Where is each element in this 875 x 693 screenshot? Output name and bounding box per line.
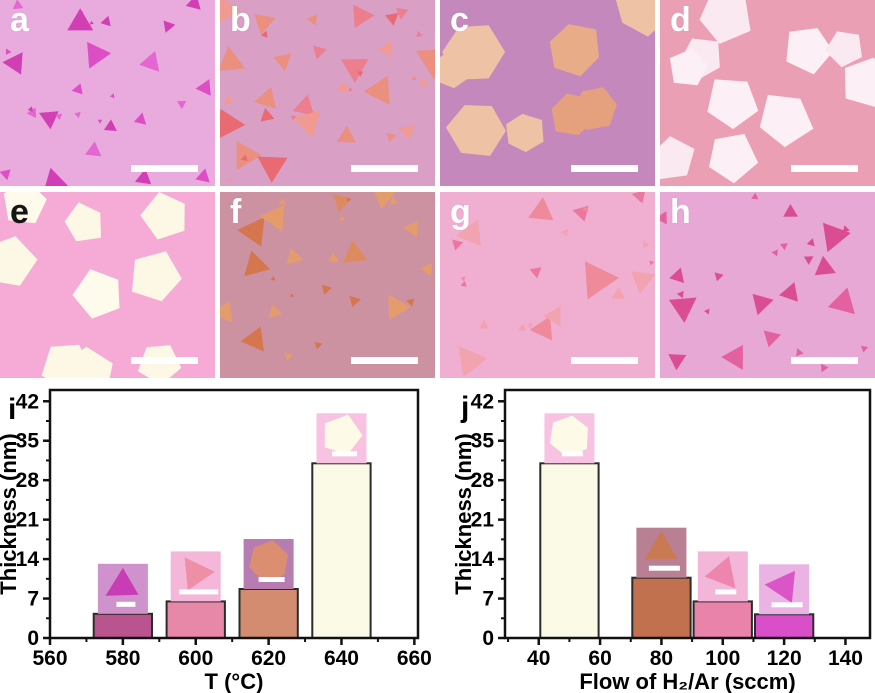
- bar-chart-thickness-vs-temperature: 560 580 600 620 640 660 0 7 14 21 28 35 42 T (°C) Thic…: [0, 388, 432, 693]
- svg-text:35: 35: [16, 430, 40, 453]
- micrograph-canvas-b: [220, 0, 435, 186]
- charts-row: 560 580 600 620 640 660 0 7 14 21 28 35 42 T (°C) Thic…: [0, 385, 875, 693]
- scale-bar: [571, 165, 638, 173]
- svg-text:i: i: [8, 393, 16, 426]
- svg-text:0: 0: [482, 627, 494, 650]
- scale-bar: [791, 165, 858, 173]
- svg-text:28: 28: [16, 469, 40, 492]
- micrograph-panel-g: g: [440, 192, 655, 378]
- svg-text:580: 580: [105, 647, 140, 670]
- panel-label-f: f: [230, 193, 242, 231]
- scale-bar: [791, 357, 858, 365]
- micrograph-canvas-a: [0, 0, 215, 186]
- panel-label-d: d: [670, 1, 691, 39]
- micrograph-panel-e: e: [0, 192, 215, 378]
- micrograph-panel-d: d: [660, 0, 875, 186]
- micrograph-canvas-d: [660, 0, 875, 186]
- svg-text:7: 7: [27, 588, 39, 611]
- svg-text:35: 35: [471, 430, 495, 453]
- svg-text:560: 560: [32, 647, 67, 670]
- micrograph-panel-b: b: [220, 0, 435, 186]
- svg-text:7: 7: [482, 588, 494, 611]
- svg-text:Thickness (nm): Thickness (nm): [451, 433, 476, 594]
- panel-label-b: b: [230, 1, 251, 39]
- svg-text:T (°C): T (°C): [205, 669, 264, 693]
- chart-panel-i: 560 580 600 620 640 660 0 7 14 21 28 35 42 T (°C) Thic…: [0, 385, 437, 693]
- panel-label-h: h: [670, 193, 691, 231]
- svg-text:0: 0: [27, 627, 39, 650]
- svg-text:80: 80: [650, 647, 673, 670]
- panel-label-e: e: [10, 193, 29, 231]
- svg-text:42: 42: [471, 390, 494, 413]
- micrograph-panel-c: c: [440, 0, 655, 186]
- bar-chart-thickness-vs-flow: 40 60 80 100 120 140 0 7 14 21 28 35 42 Flow of H₂/Ar…: [451, 388, 872, 693]
- svg-text:60: 60: [588, 647, 611, 670]
- panel-label-c: c: [450, 1, 469, 39]
- svg-text:28: 28: [471, 469, 495, 492]
- micrograph-grid: a b c d e f g: [0, 0, 875, 378]
- scale-bar: [131, 165, 198, 173]
- svg-text:140: 140: [828, 647, 863, 670]
- svg-text:Flow of H₂/Ar (sccm): Flow of H₂/Ar (sccm): [579, 669, 795, 693]
- svg-text:42: 42: [16, 390, 39, 413]
- micrograph-panel-f: f: [220, 192, 435, 378]
- svg-text:Thickness (nm): Thickness (nm): [0, 433, 21, 594]
- panel-label-g: g: [450, 193, 471, 231]
- micrograph-canvas-c: [440, 0, 655, 186]
- micrograph-panel-h: h: [660, 192, 875, 378]
- micrograph-canvas-g: [440, 192, 655, 378]
- svg-text:40: 40: [527, 647, 550, 670]
- scale-bar: [351, 165, 418, 173]
- scale-bar: [351, 357, 418, 365]
- micrograph-canvas-e: [0, 192, 215, 378]
- scale-bar: [571, 357, 638, 365]
- svg-text:14: 14: [16, 548, 40, 571]
- svg-text:21: 21: [471, 509, 495, 532]
- panel-label-a: a: [10, 1, 29, 39]
- svg-text:640: 640: [324, 647, 359, 670]
- micrograph-panel-a: a: [0, 0, 215, 186]
- svg-text:21: 21: [16, 509, 40, 532]
- svg-text:120: 120: [767, 647, 802, 670]
- chart-panel-j: 40 60 80 100 120 140 0 7 14 21 28 35 42 Flow of H₂/Ar…: [437, 385, 875, 693]
- svg-text:620: 620: [251, 647, 286, 670]
- scale-bar: [131, 357, 198, 365]
- svg-text:j: j: [460, 391, 469, 424]
- svg-text:600: 600: [178, 647, 213, 670]
- svg-text:660: 660: [397, 647, 432, 670]
- micrograph-canvas-h: [660, 192, 875, 378]
- svg-text:100: 100: [705, 647, 740, 670]
- micrograph-canvas-f: [220, 192, 435, 378]
- svg-text:14: 14: [471, 548, 495, 571]
